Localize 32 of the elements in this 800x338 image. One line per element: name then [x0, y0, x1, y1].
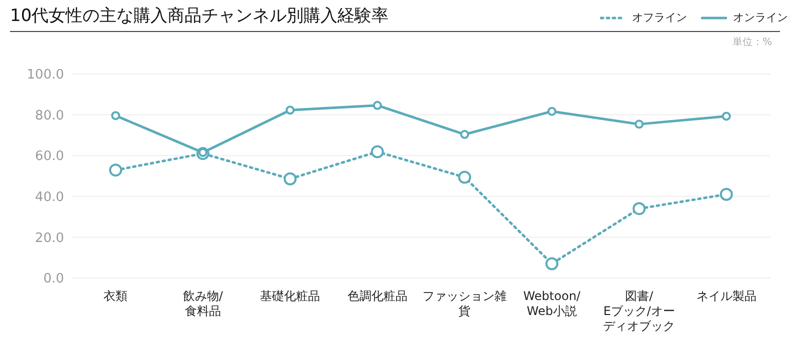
y-tick-label: 40.0 — [35, 190, 64, 206]
point — [632, 202, 646, 216]
point — [547, 106, 556, 116]
x-tick-label: 基礎化粧品 — [260, 289, 320, 303]
point — [284, 172, 297, 186]
point — [286, 106, 295, 115]
point — [458, 170, 472, 184]
x-tick-label: ネイル製品 — [696, 289, 756, 303]
legend-label: オフライン — [632, 10, 687, 25]
y-tick-label: 100.0 — [26, 68, 64, 83]
y-tick-label: 0.0 — [43, 272, 64, 287]
point — [460, 130, 470, 139]
point — [545, 257, 558, 270]
point — [109, 164, 122, 177]
x-tick-label: 衣類 — [104, 289, 128, 303]
y-tick-label: 60.0 — [35, 149, 64, 164]
y-tick-label: 80.0 — [35, 108, 64, 124]
point — [111, 111, 120, 120]
point — [720, 188, 733, 201]
point — [372, 100, 382, 110]
text: 単位：% — [732, 36, 772, 49]
y-tick-label: 20.0 — [35, 230, 64, 246]
point — [370, 145, 384, 158]
legend-label: オンライン — [733, 10, 788, 25]
x-tick-label: 色調化粧品 — [347, 289, 408, 303]
x-tick-label: 飲み物/食料品 — [182, 289, 224, 318]
point — [722, 112, 731, 121]
x-tick-label: 図書/Eブック/オーディオブック — [603, 289, 676, 333]
point — [634, 120, 644, 129]
x-tick-label: ファッション雑貨 — [422, 289, 507, 318]
x-tick-label: Webtoon/Web小説 — [523, 289, 582, 318]
chart-title: 10代女性の主な購入商品チャンネル別購入経験率 — [10, 6, 389, 26]
